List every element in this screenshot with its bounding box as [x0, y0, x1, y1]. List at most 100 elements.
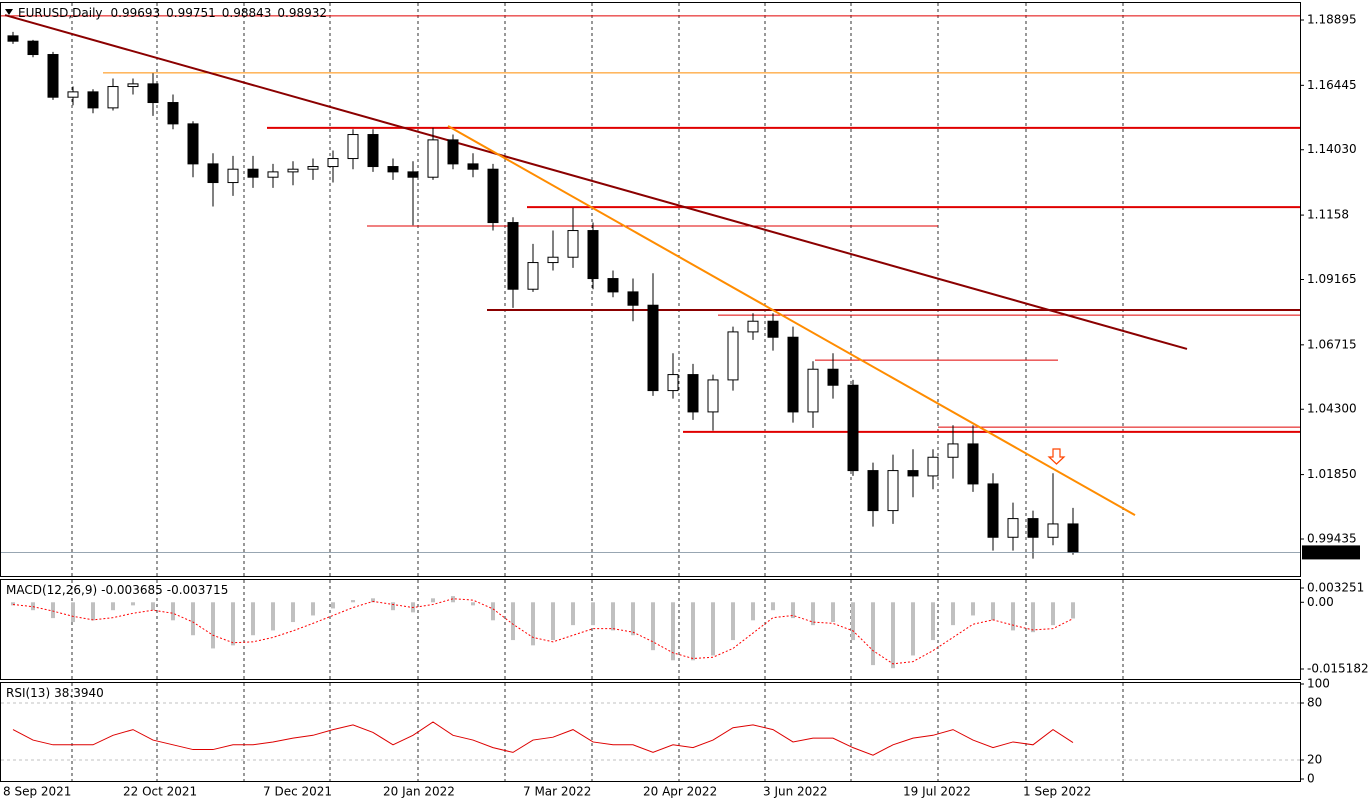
macd-bar: [151, 602, 155, 611]
candle-body: [527, 262, 539, 290]
candle-body: [147, 83, 159, 104]
y-tick-label: 0.003251: [1307, 580, 1364, 594]
y-tick-label: 20: [1307, 753, 1322, 767]
candle-body: [87, 91, 99, 109]
macd-panel: [0, 579, 1301, 680]
y-tick-label: 1.06715: [1307, 337, 1357, 351]
candle-body: [867, 470, 879, 512]
candle-body: [987, 483, 999, 538]
macd-bar: [271, 602, 275, 631]
indicator-name: RSI(13): [6, 686, 50, 700]
candle-body: [647, 304, 659, 392]
candle-body: [667, 374, 679, 392]
ohlc-value: 0.99693: [111, 6, 161, 20]
y-tick-label: 0.99435: [1307, 531, 1357, 545]
y-tick-label: 1.1158: [1307, 208, 1349, 222]
candle-body: [267, 171, 279, 178]
candle-body: [347, 134, 359, 160]
macd-bar: [251, 602, 255, 636]
candle-body: [67, 91, 79, 98]
last-price-box: [1302, 545, 1360, 560]
candle-body: [227, 168, 239, 184]
candle-body: [587, 230, 599, 280]
macd-bar: [351, 600, 355, 603]
candle-body: [807, 368, 819, 413]
macd-bar: [1031, 602, 1035, 633]
candle-body: [947, 443, 959, 458]
macd-bar: [511, 602, 515, 641]
y-tick-label: 1.09165: [1307, 272, 1357, 286]
candle-body: [447, 139, 459, 165]
indicator-value: -0.003685: [101, 583, 163, 597]
y-tick-label: 1.18895: [1307, 12, 1357, 26]
candle-body: [927, 456, 939, 477]
macd-bar: [691, 602, 695, 661]
macd-bar: [391, 602, 395, 611]
candle-body: [787, 336, 799, 413]
macd-bar: [331, 602, 335, 609]
macd-bar: [431, 598, 435, 603]
candle-body: [687, 374, 699, 413]
y-tick-label: -0.015182: [1307, 661, 1369, 675]
candle-body: [107, 86, 119, 109]
y-tick-label: 1.16445: [1307, 78, 1357, 92]
candle-body: [1047, 523, 1059, 538]
macd-bar: [911, 602, 915, 656]
macd-bar: [731, 602, 735, 641]
candle-body: [127, 83, 139, 88]
candle-body: [307, 166, 319, 170]
macd-bar: [491, 602, 495, 621]
y-tick-label: 100: [1307, 677, 1330, 691]
macd-bar: [771, 602, 775, 611]
macd-bar: [611, 602, 615, 631]
macd-bar: [931, 602, 935, 641]
indicator-name: MACD(12,26,9): [6, 583, 97, 597]
macd-bar: [11, 602, 15, 606]
macd-bar: [751, 602, 755, 621]
rsi-line: [12, 721, 1074, 756]
indicator-value: 38.3940: [54, 686, 104, 700]
candle-body: [387, 166, 399, 173]
x-tick-label: 19 Jul 2022: [903, 785, 971, 799]
x-tick-label: 22 Oct 2021: [123, 785, 197, 799]
panel-title: EURUSD,Daily 0.99693 0.99751 0.98843 0.98932: [18, 6, 327, 20]
macd-bar: [91, 602, 95, 621]
macd-bar: [571, 602, 575, 626]
macd-bar: [811, 602, 815, 626]
indicator-value: -0.003715: [167, 583, 229, 597]
candle-body: [27, 40, 39, 56]
macd-bar: [791, 602, 795, 619]
candle-body: [487, 168, 499, 224]
last-price-label: 0.98932: [1306, 545, 1356, 559]
candle-body: [1027, 518, 1039, 538]
macd-bar: [171, 602, 175, 621]
x-tick-label: 7 Dec 2021: [263, 785, 332, 799]
macd-bar: [131, 602, 135, 606]
candle-body: [167, 102, 179, 125]
down-arrow: [1047, 448, 1066, 465]
candle-body: [287, 168, 299, 173]
ohlc-value: 0.98843: [222, 6, 272, 20]
macd-bar: [631, 602, 635, 636]
x-tick-label: 20 Apr 2022: [643, 785, 717, 799]
candle-body: [367, 134, 379, 168]
candle-body: [1007, 518, 1019, 538]
signal-line: [12, 598, 1074, 665]
y-tick-label: 1.01850: [1307, 467, 1357, 481]
y-tick-label: 1.14030: [1307, 142, 1357, 156]
macd-bar: [111, 602, 115, 611]
symbol: EURUSD,Daily: [18, 6, 103, 20]
candle-body: [407, 171, 419, 178]
x-tick-label: 7 Mar 2022: [523, 785, 591, 799]
candle-body: [507, 222, 519, 290]
y-tick-label: 1.04300: [1307, 402, 1357, 416]
macd-bar: [211, 602, 215, 649]
candle-body: [707, 379, 719, 413]
macd-bar: [231, 602, 235, 646]
candle-body: [327, 158, 339, 168]
candle-body: [847, 384, 859, 472]
panel-title: MACD(12,26,9) -0.003685 -0.003715: [6, 583, 228, 597]
macd-bar: [551, 602, 555, 641]
macd-bar: [1011, 602, 1015, 631]
